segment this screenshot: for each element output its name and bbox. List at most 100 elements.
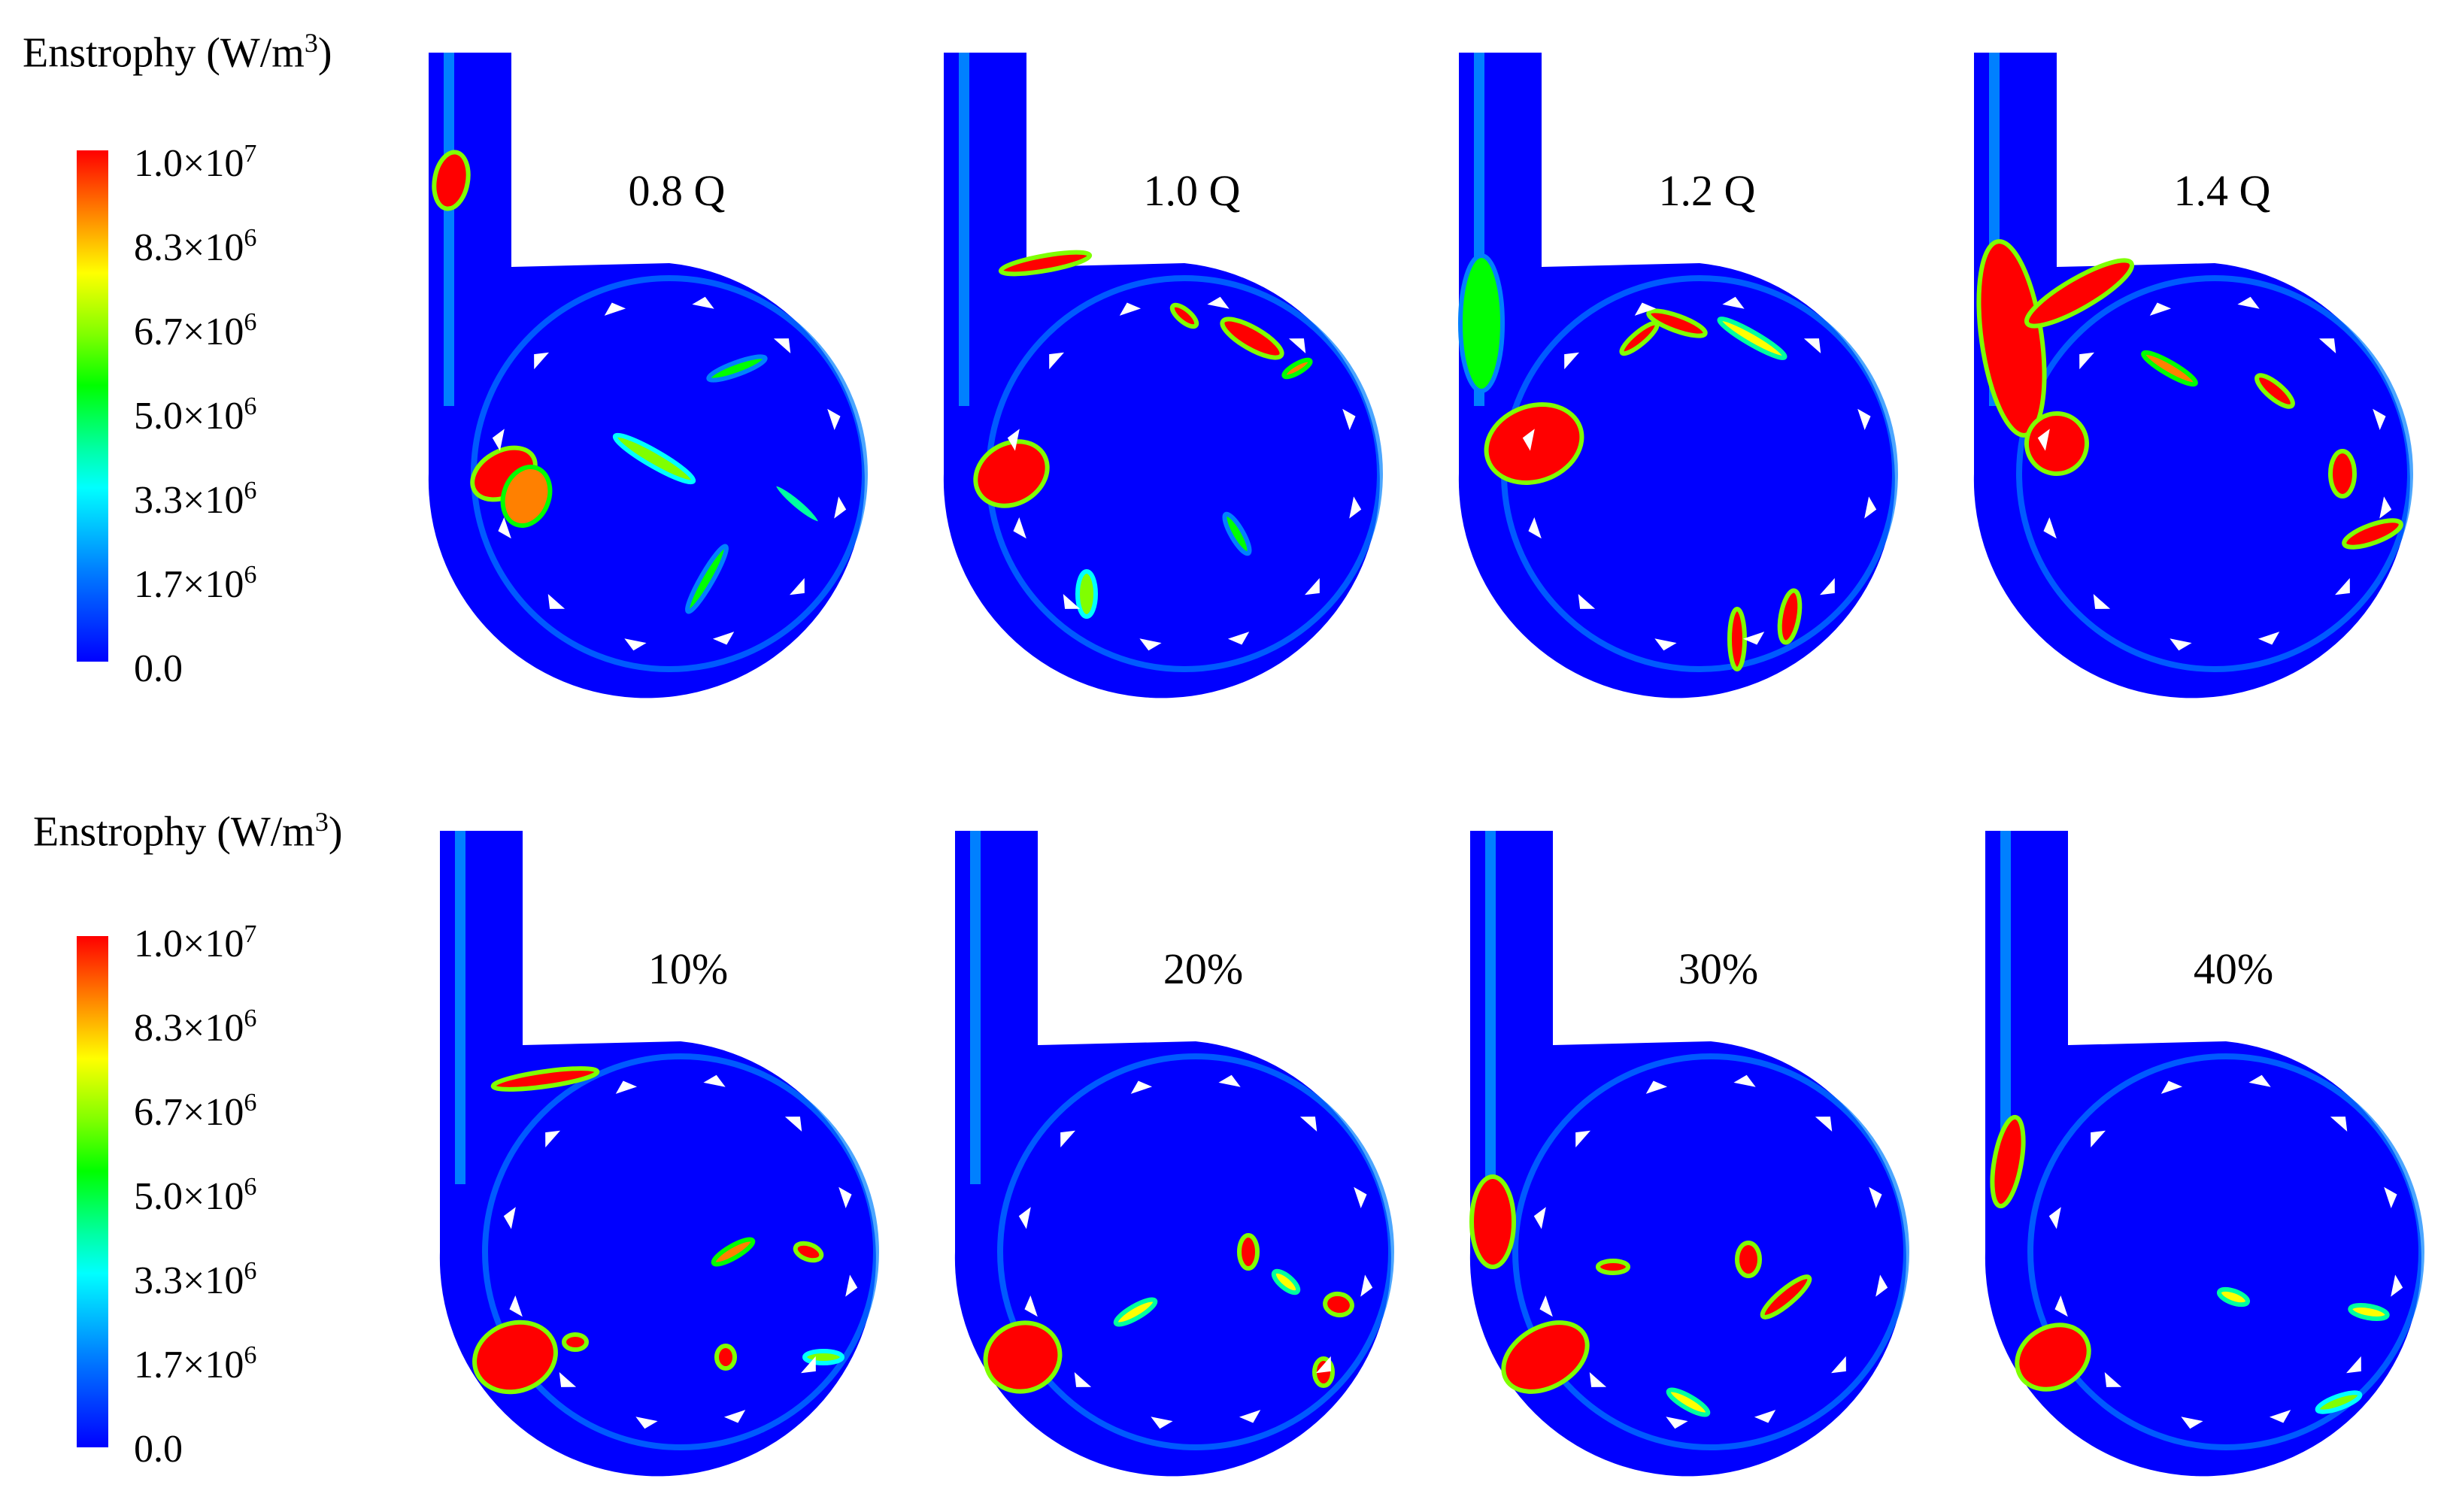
blade-tip: [1815, 1117, 1833, 1132]
enstrophy-region: [562, 1332, 589, 1352]
enstrophy-region: [1976, 239, 2047, 438]
blade-tip: [703, 1074, 726, 1087]
enstrophy-region: [1113, 1297, 1158, 1327]
blade-tip: [534, 352, 549, 370]
blade-tip: [1533, 1207, 1546, 1229]
colorbar-tick: 0.0: [134, 647, 183, 690]
panel-label: 20%: [1163, 944, 1244, 993]
enstrophy-region: [2328, 449, 2357, 498]
blade-tip: [2379, 496, 2392, 519]
enstrophy-region: [706, 354, 768, 383]
enstrophy-region: [1237, 1233, 1260, 1271]
contour-panel: 10%: [432, 831, 884, 1507]
colorbar-ticks: 1.0×107 8.3×106 6.7×106 5.0×106 3.3×106 …: [134, 922, 329, 1469]
enstrophy-region: [612, 432, 696, 485]
blade-tip: [1742, 632, 1765, 645]
colorbar-tick: 5.0×106: [134, 392, 257, 438]
blade-tip: [1820, 577, 1835, 595]
volute-casing: [428, 53, 865, 698]
blade-tip: [509, 1295, 523, 1317]
inlet-streak: [444, 53, 454, 406]
enstrophy-region: [1458, 253, 1505, 393]
blade-tip: [1733, 1074, 1756, 1087]
blade-tip: [2248, 1074, 2271, 1087]
colorbar-gradient: [77, 936, 108, 1447]
blade-tip: [1354, 1186, 1367, 1209]
colorbar-tick: 3.3×106: [134, 477, 257, 522]
enstrophy-region: [2217, 1286, 2250, 1307]
blade-tip: [1024, 1295, 1038, 1317]
blade-tip: [1857, 408, 1871, 431]
enstrophy-region: [1596, 1259, 1630, 1275]
enstrophy-region: [1271, 1268, 1301, 1295]
colorbar-gradient: [77, 150, 108, 662]
blade-tip: [1007, 429, 1020, 451]
blade-tip: [784, 1117, 802, 1132]
colorbar-tick: 1.7×106: [134, 561, 257, 606]
contour-panel: 1.0 Q: [936, 53, 1387, 729]
enstrophy-region: [1777, 588, 1803, 645]
colorbar-tick: 5.0×106: [134, 1173, 257, 1218]
blade-tip: [1349, 496, 1362, 519]
panel-label: 40%: [2193, 944, 2274, 993]
blade-tip: [1360, 1274, 1373, 1297]
enstrophy-region: [1727, 607, 1747, 671]
blade-tip: [1875, 1274, 1888, 1297]
impeller-ring: [997, 1053, 1394, 1450]
enstrophy-region: [2348, 1303, 2390, 1321]
blade-tip: [1869, 1186, 1882, 1209]
enstrophy-region: [1222, 511, 1252, 556]
panel-label: 1.2 Q: [1658, 166, 1756, 215]
blade-tip: [801, 1356, 816, 1374]
blade-tip: [723, 1410, 746, 1423]
blade-tip: [790, 577, 805, 595]
volute-contour: [1973, 53, 2413, 698]
panel-label: 1.0 Q: [1143, 166, 1241, 215]
blade-tip: [2257, 632, 2280, 645]
enstrophy-region: [973, 439, 1050, 508]
enstrophy-region: [472, 1320, 558, 1395]
enstrophy-region: [2315, 1390, 2363, 1414]
volute-contour: [943, 53, 1383, 698]
volute-contour: [1458, 53, 1898, 698]
blade-tip: [1288, 338, 1306, 353]
volute-casing: [1985, 831, 2421, 1477]
enstrophy-region: [1281, 357, 1313, 380]
blade-tip: [2091, 1130, 2106, 1148]
enstrophy-region: [711, 1237, 756, 1267]
blade-tip: [2054, 1295, 2068, 1317]
enstrophy-region: [432, 150, 471, 211]
blade-tip: [498, 517, 511, 539]
colorbar-tick: 8.3×106: [134, 1004, 257, 1050]
blade-tip: [1528, 517, 1542, 539]
contour-panel: 1.4 Q: [1966, 53, 2418, 729]
blade-tip: [712, 632, 735, 645]
blade-tip: [2384, 1186, 2397, 1209]
blade-tip: [1049, 352, 1064, 370]
panel-label: 30%: [1678, 944, 1759, 993]
volute-contour: [428, 53, 868, 698]
volute-contour: [954, 831, 1394, 1477]
blade-tip: [1130, 1080, 1153, 1094]
contour-panel: 1.2 Q: [1451, 53, 1903, 729]
enstrophy-region: [1717, 317, 1787, 360]
colorbar-title: Enstrophy (W/m3): [33, 807, 343, 856]
blade-tip: [2037, 429, 2050, 451]
blade-tip: [2043, 517, 2057, 539]
colorbar-tick: 0.0: [134, 1428, 183, 1471]
blade-tip: [838, 1186, 852, 1209]
volute-casing: [439, 831, 876, 1477]
enstrophy-region: [1990, 1114, 2026, 1209]
enstrophy-region: [490, 1066, 600, 1092]
enstrophy-region: [685, 544, 729, 614]
blade-tip: [492, 429, 505, 451]
volute-casing: [943, 53, 1380, 698]
enstrophy-region: [793, 1241, 824, 1263]
enstrophy-region: [1484, 402, 1584, 485]
enstrophy-region: [2024, 258, 2134, 329]
impeller-ring: [2016, 275, 2413, 672]
blade-tip: [615, 1080, 638, 1094]
blade-tip: [2335, 577, 2350, 595]
blade-tip: [1831, 1356, 1846, 1374]
enstrophy-region: [2342, 518, 2403, 550]
